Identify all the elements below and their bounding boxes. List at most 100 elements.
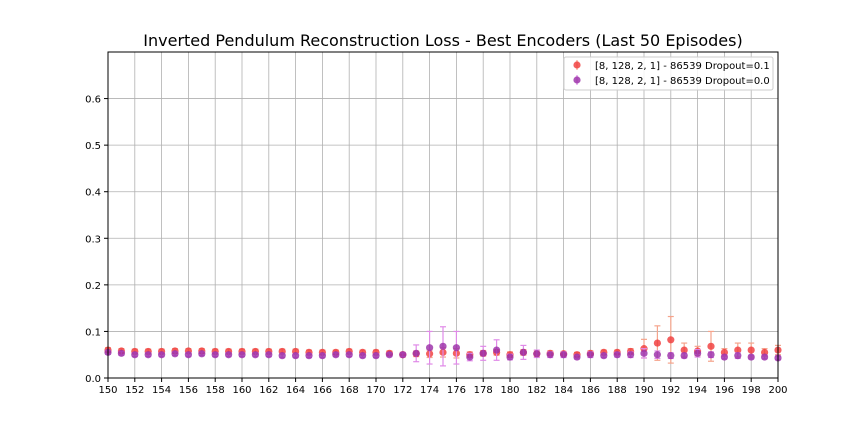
legend-box xyxy=(563,56,774,91)
data-point xyxy=(292,352,300,360)
x-tick-label: 156 xyxy=(179,385,198,396)
x-tick-label: 184 xyxy=(554,385,573,396)
x-tick-label: 192 xyxy=(661,385,680,396)
data-point xyxy=(586,351,595,359)
data-point xyxy=(720,353,729,361)
x-tick-label: 190 xyxy=(634,385,653,396)
data-point xyxy=(399,351,407,359)
data-point xyxy=(653,351,662,359)
data-point xyxy=(117,349,125,357)
data-point xyxy=(238,351,246,359)
data-point xyxy=(305,352,313,360)
legend-label: [8, 128, 2, 1] - 86539 Dropout=0.0 xyxy=(595,76,770,87)
data-point xyxy=(680,346,688,354)
data-point xyxy=(439,342,447,350)
data-point xyxy=(640,349,648,357)
x-tick-label: 182 xyxy=(527,385,546,396)
x-tick-label: 194 xyxy=(688,385,707,396)
x-tick-label: 152 xyxy=(125,385,144,396)
data-point xyxy=(265,351,273,359)
data-point xyxy=(667,352,675,360)
data-point xyxy=(372,352,380,360)
data-point xyxy=(211,351,219,359)
series-layer xyxy=(104,315,782,367)
data-point xyxy=(158,351,166,359)
legend-marker xyxy=(573,61,581,69)
x-tick-label: 188 xyxy=(608,385,627,396)
x-tick-label: 170 xyxy=(366,385,385,396)
x-tick-label: 198 xyxy=(742,385,761,396)
data-point xyxy=(144,351,152,359)
legend-label: [8, 128, 2, 1] - 86539 Dropout=0.1 xyxy=(595,61,770,72)
x-tick-label: 168 xyxy=(340,385,359,396)
x-tick-label: 196 xyxy=(715,385,734,396)
y-tick-label: 0.2 xyxy=(85,281,101,292)
data-point xyxy=(747,346,755,354)
data-point xyxy=(198,350,206,358)
x-tick-label: 158 xyxy=(206,385,225,396)
data-point xyxy=(359,352,367,360)
chart-title: Inverted Pendulum Reconstruction Loss - … xyxy=(143,31,742,50)
data-point xyxy=(318,352,326,360)
data-point xyxy=(627,351,635,359)
y-tick-label: 0.0 xyxy=(85,374,101,385)
x-tick-label: 178 xyxy=(474,385,493,396)
y-tick-label: 0.6 xyxy=(85,95,101,106)
data-point xyxy=(694,349,702,357)
data-point xyxy=(171,350,179,358)
x-tick-label: 176 xyxy=(447,385,466,396)
data-point xyxy=(385,351,393,359)
data-point xyxy=(493,346,501,354)
data-point xyxy=(560,351,568,359)
data-point xyxy=(131,351,139,359)
y-tick-label: 0.3 xyxy=(85,234,101,245)
x-tick-label: 186 xyxy=(581,385,600,396)
data-point xyxy=(278,352,286,360)
data-point xyxy=(533,350,541,358)
data-point xyxy=(332,351,340,359)
series-2 xyxy=(104,326,782,367)
data-point xyxy=(600,352,608,360)
data-point xyxy=(412,349,420,357)
data-point xyxy=(452,344,460,352)
data-point xyxy=(251,351,259,359)
legend: [8, 128, 2, 1] - 86539 Dropout=0.1 [8, 12… xyxy=(563,56,774,91)
data-point xyxy=(345,351,353,359)
data-point xyxy=(707,342,715,350)
x-tick-label: 162 xyxy=(259,385,278,396)
y-tick-label: 0.5 xyxy=(85,141,101,152)
plot-frame xyxy=(107,51,779,379)
x-tick-label: 172 xyxy=(393,385,412,396)
data-point xyxy=(761,353,769,361)
data-point xyxy=(653,339,662,347)
data-point xyxy=(734,352,742,360)
data-point xyxy=(573,353,581,361)
data-point xyxy=(680,352,688,360)
data-point xyxy=(613,351,621,359)
data-point xyxy=(479,349,487,357)
data-point xyxy=(519,348,528,356)
data-point xyxy=(506,353,514,361)
x-tick-label: 180 xyxy=(500,385,519,396)
y-axis: 0.0 0.1 0.2 0.3 0.4 0.5 0.6 xyxy=(85,95,108,385)
y-tick-label: 0.4 xyxy=(85,188,101,199)
legend-marker xyxy=(573,76,581,84)
x-axis: 150 152 154 156 158 160 162 164 166 168 170 172 174 1… xyxy=(98,378,788,396)
x-tick-label: 160 xyxy=(232,385,251,396)
x-tick-label: 166 xyxy=(313,385,332,396)
data-point xyxy=(734,346,742,354)
data-point xyxy=(707,351,715,359)
x-tick-label: 164 xyxy=(286,385,305,396)
data-point xyxy=(546,351,554,359)
data-point xyxy=(466,353,474,361)
x-tick-label: 174 xyxy=(420,385,439,396)
data-point xyxy=(747,353,755,361)
data-point xyxy=(184,351,192,359)
data-point xyxy=(667,336,675,344)
x-tick-label: 150 xyxy=(98,385,117,396)
x-tick-label: 200 xyxy=(768,385,787,396)
data-point xyxy=(225,351,233,359)
y-tick-label: 0.1 xyxy=(85,327,101,338)
data-point xyxy=(426,344,434,352)
